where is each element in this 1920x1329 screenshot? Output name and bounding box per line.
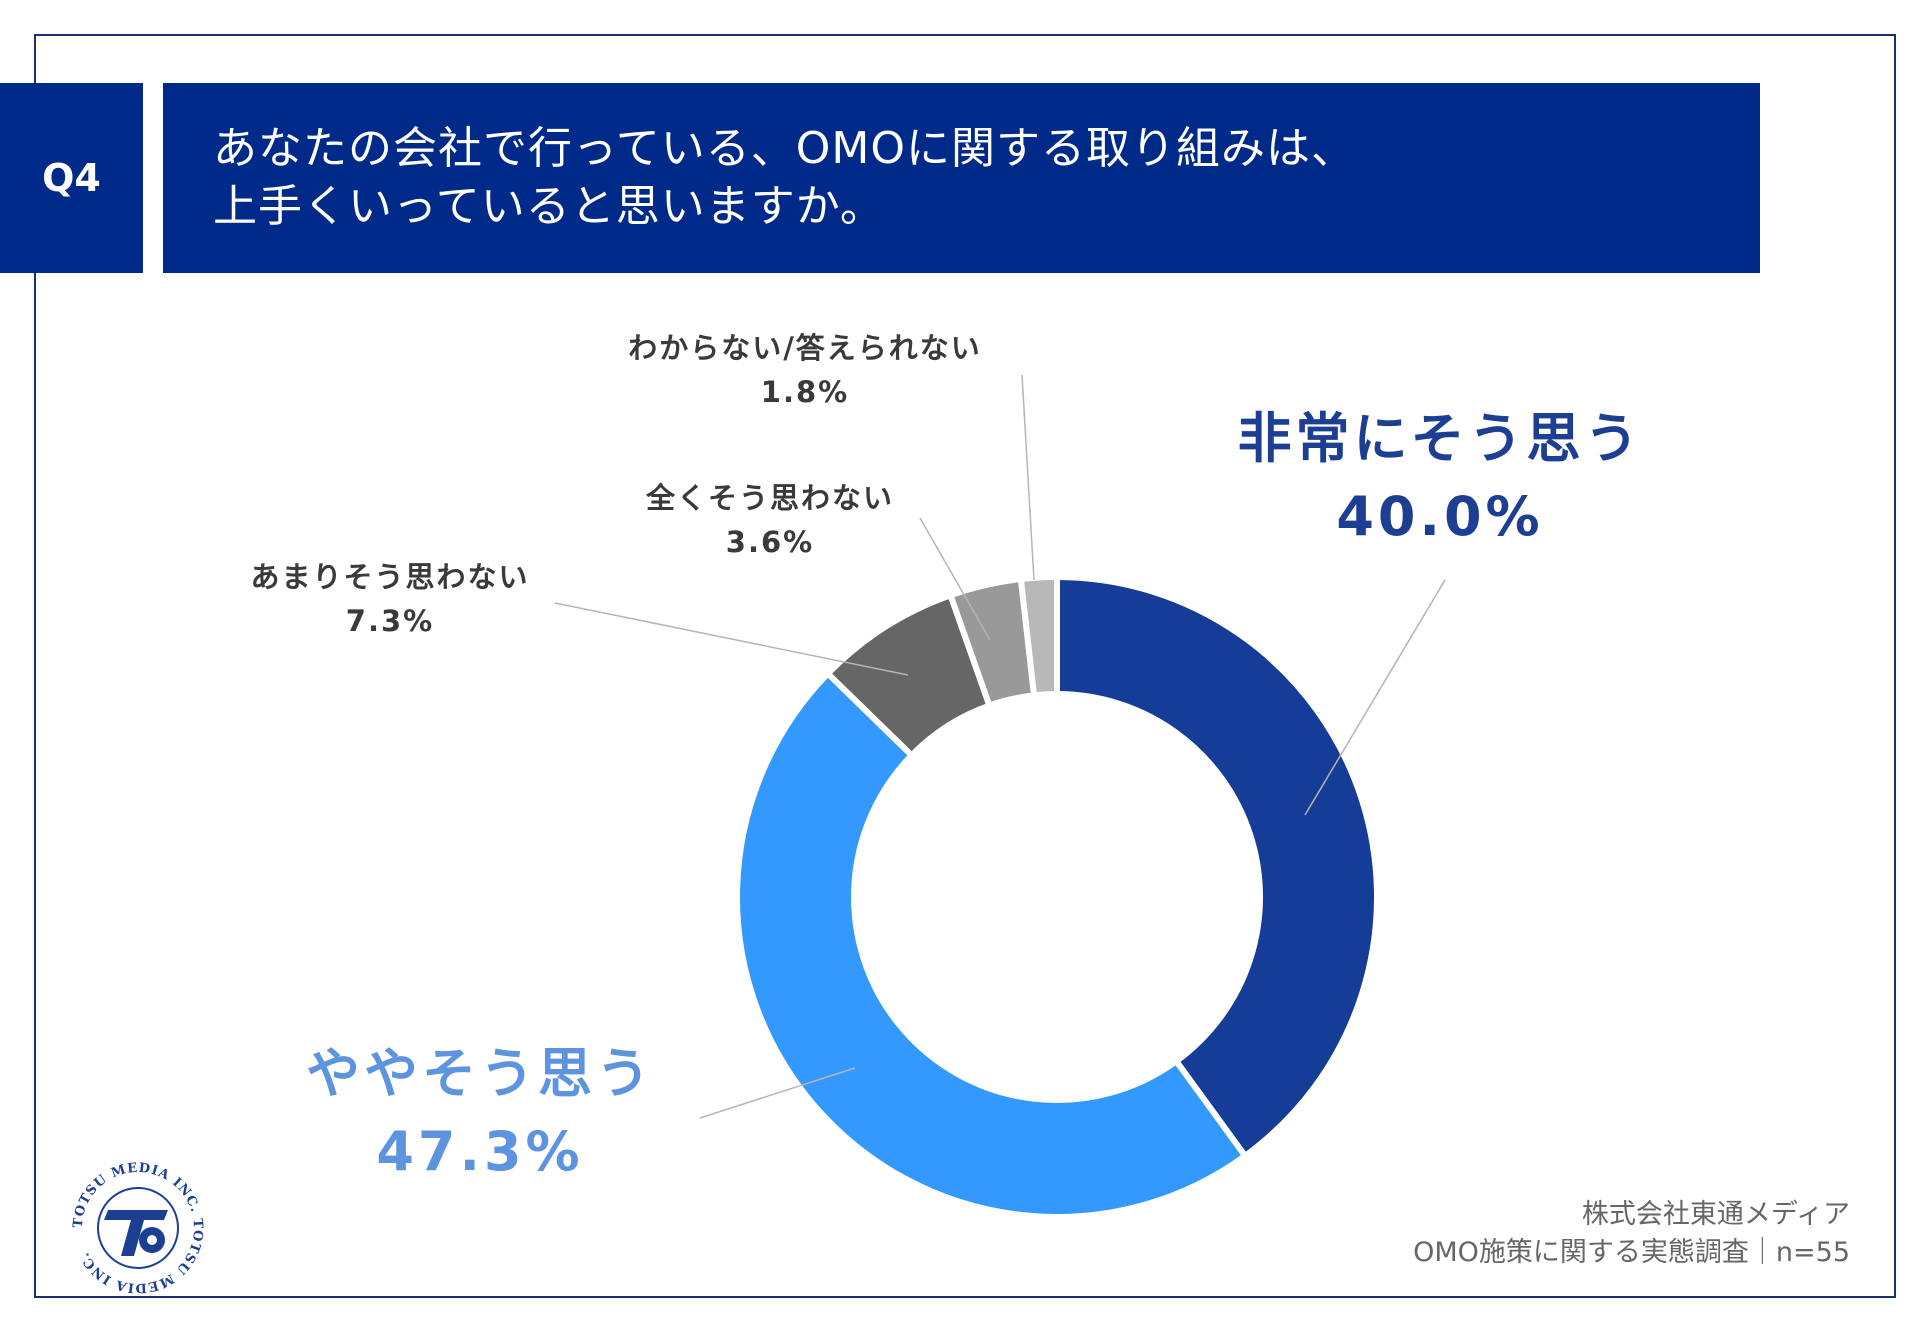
label-somewhat: ややそう思う 47.3% <box>240 1035 720 1191</box>
credit-company: 株式会社東通メディア <box>1581 1199 1850 1230</box>
question-title: あなたの会社で行っている、OMOに関する取り組みは、 上手くいっていると思います… <box>163 83 1760 273</box>
credit-survey: OMO施策に関する実態調査｜n=55 <box>1413 1237 1850 1268</box>
slice-very <box>1054 573 1380 1161</box>
question-number-label: Q4 <box>42 156 101 200</box>
leader-line-unknown <box>1021 374 1035 581</box>
value-label-unknown: 1.8% <box>760 375 850 409</box>
category-label-unknown: わからない/答えられない <box>628 331 982 365</box>
leader-line-not-at-all <box>919 517 991 641</box>
leader-line-not-much <box>554 602 909 676</box>
question-title-line2: 上手くいっていると思いますか。 <box>213 181 885 232</box>
label-not-at-all: 全くそう思わない 3.6% <box>580 476 960 564</box>
category-label-not-much: あまりそう思わない <box>250 560 530 594</box>
category-label-somewhat: ややそう思う <box>306 1042 654 1105</box>
label-very: 非常にそう思う 40.0% <box>1180 400 1700 556</box>
slice-unknown <box>1017 573 1060 699</box>
value-label-very: 40.0% <box>1336 485 1544 548</box>
label-not-much: あまりそう思わない 7.3% <box>200 555 580 643</box>
category-label-not-at-all: 全くそう思わない <box>645 481 894 515</box>
value-label-not-much: 7.3% <box>345 604 435 638</box>
slide-frame <box>34 34 1896 1298</box>
value-label-not-at-all: 3.6% <box>725 525 815 559</box>
label-unknown: わからない/答えられない 1.8% <box>560 326 1050 414</box>
category-label-very: 非常にそう思う <box>1237 407 1643 470</box>
question-number: Q4 <box>0 83 143 273</box>
slice-somewhat <box>734 669 1250 1220</box>
totsu-logo-icon: TOTSU MEDIA INC. TOTSU MEDIA INC. <box>71 1161 204 1295</box>
leader-line-very <box>1304 579 1446 816</box>
leader-line-somewhat <box>699 1067 856 1119</box>
question-title-line1: あなたの会社で行っている、OMOに関する取り組みは、 <box>213 123 1357 174</box>
value-label-somewhat: 47.3% <box>376 1120 584 1183</box>
